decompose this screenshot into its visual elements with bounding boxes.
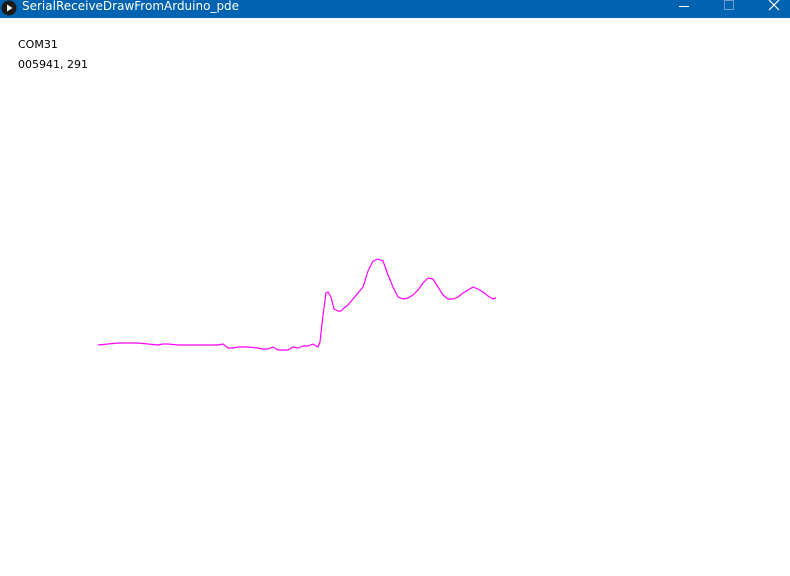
title-bar: SerialReceiveDrawFromArduino_pde xyxy=(0,0,790,18)
close-button[interactable] xyxy=(752,0,790,18)
close-icon xyxy=(768,0,780,11)
signal-plot xyxy=(97,258,497,351)
minimize-icon xyxy=(679,6,689,7)
serial-reading-text: 005941, 291 xyxy=(18,58,88,71)
maximize-button[interactable] xyxy=(706,0,750,18)
window-title: SerialReceiveDrawFromArduino_pde xyxy=(22,0,240,13)
signal-line-0 xyxy=(97,258,497,351)
serial-port-label: COM31 xyxy=(18,38,58,51)
maximize-icon xyxy=(724,0,734,10)
sketch-canvas: COM31 005941, 291 xyxy=(0,18,790,576)
minimize-button[interactable] xyxy=(662,0,706,18)
processing-app-icon xyxy=(1,0,17,16)
